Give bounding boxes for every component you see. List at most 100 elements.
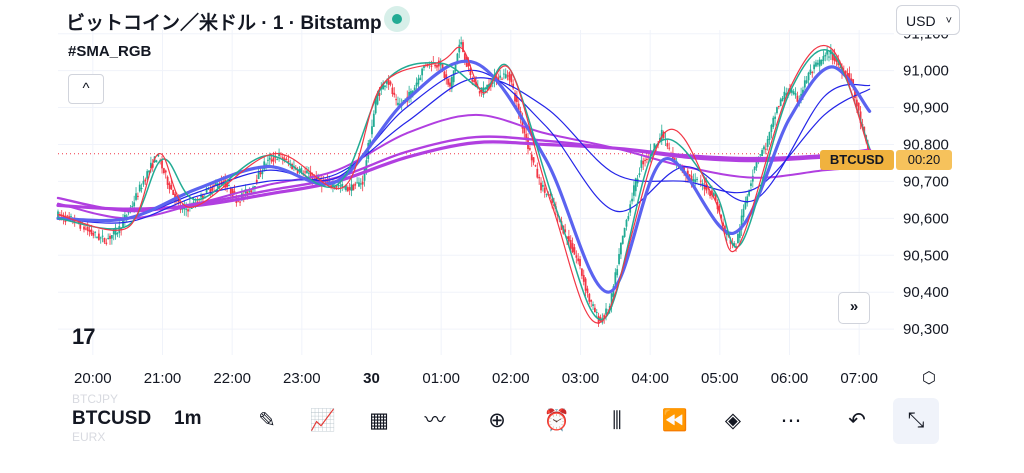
- candle-body: [729, 240, 732, 244]
- candle-body: [774, 116, 777, 119]
- candle-body: [261, 171, 264, 175]
- ma-line-sma-20: [56, 59, 872, 294]
- ma-line-sma-50: [57, 77, 871, 224]
- candle-body: [746, 196, 749, 204]
- candle-body: [192, 201, 195, 204]
- candle-body: [358, 182, 360, 187]
- candle-body: [131, 205, 134, 207]
- candle-body: [772, 117, 775, 128]
- candle-body: [138, 184, 141, 192]
- candle-body: [501, 78, 503, 80]
- candle-body: [523, 127, 526, 134]
- candle-body: [306, 170, 308, 174]
- collapse-indicators-button[interactable]: ^: [68, 74, 104, 104]
- candle-body: [304, 171, 306, 173]
- candle-body: [666, 143, 669, 147]
- candle-body: [826, 50, 829, 55]
- compare-icon[interactable]: 〰: [424, 409, 446, 432]
- candle-body: [421, 68, 424, 76]
- candle-body: [460, 42, 463, 45]
- bar-countdown: 00:20: [896, 150, 952, 170]
- candle-body: [777, 105, 780, 107]
- candle-body: [443, 71, 446, 78]
- candle-body: [521, 118, 524, 129]
- candle-body: [567, 236, 570, 242]
- candle-body: [738, 230, 741, 238]
- x-tick-label: 02:00: [492, 370, 530, 387]
- ma-line-sma-5: [57, 44, 871, 324]
- candle-body: [99, 237, 102, 239]
- x-tick-label: 30: [363, 370, 380, 387]
- candle-body: [213, 184, 215, 186]
- candle-body: [502, 73, 505, 75]
- candle-body: [109, 235, 111, 239]
- candle-body: [796, 95, 799, 102]
- candle-body: [391, 87, 394, 94]
- more-icon[interactable]: ⋯: [780, 409, 802, 432]
- bottom-toolbar: [0, 392, 1024, 473]
- candle-body: [582, 274, 585, 282]
- candle-body: [348, 187, 351, 191]
- candle-body: [110, 235, 113, 239]
- draw-icon[interactable]: ✎: [258, 409, 276, 432]
- candle-body: [97, 233, 100, 240]
- layers-icon[interactable]: ◈: [724, 409, 742, 432]
- add-icon[interactable]: ⊕: [488, 409, 506, 432]
- candle-body: [345, 184, 347, 191]
- candle-body: [255, 179, 258, 183]
- candle-body: [413, 87, 416, 91]
- alert-icon[interactable]: ⏰: [543, 409, 571, 432]
- candle-body: [378, 92, 381, 96]
- layouts-icon[interactable]: ▦: [369, 409, 389, 432]
- candle-body: [83, 226, 85, 230]
- candle-body: [77, 221, 80, 224]
- candle-body: [722, 222, 724, 226]
- undo-icon[interactable]: ↶: [848, 409, 866, 432]
- interval-selector[interactable]: 1m: [174, 408, 202, 429]
- indicator-label[interactable]: #SMA_RGB: [68, 43, 152, 60]
- scroll-to-latest-button[interactable]: »: [838, 292, 870, 324]
- candle-body: [296, 170, 299, 174]
- candle-body: [673, 158, 676, 160]
- candle-body: [807, 72, 810, 81]
- candle-body: [694, 179, 697, 183]
- candle-body: [462, 42, 464, 53]
- collapse-icon[interactable]: ⤡: [893, 398, 939, 444]
- currency-select[interactable]: USD ˅: [896, 5, 960, 35]
- symbol-selector[interactable]: BTCUSD: [72, 408, 152, 429]
- candle-body: [215, 183, 217, 186]
- candle-body: [68, 216, 71, 218]
- candle-body: [417, 78, 420, 85]
- candle-body: [553, 204, 555, 206]
- candle-body: [450, 77, 453, 89]
- y-tick-label: 90,500: [903, 247, 949, 264]
- candle-body: [361, 181, 364, 185]
- candle-body: [237, 200, 240, 202]
- candle-body: [541, 184, 544, 187]
- symbol-list-item[interactable]: EURX: [72, 430, 106, 444]
- candle-body: [703, 186, 706, 190]
- replay-icon[interactable]: ⏪: [661, 409, 689, 432]
- candle-body: [580, 268, 583, 276]
- candle-body: [125, 215, 128, 217]
- candle-body: [701, 183, 704, 185]
- indicators-icon[interactable]: 📈: [309, 409, 337, 432]
- candle-body: [618, 254, 620, 265]
- x-tick-label: 05:00: [701, 370, 739, 387]
- candle-body: [528, 148, 531, 150]
- tradingview-logo: 17: [72, 324, 96, 349]
- axis-settings-icon[interactable]: ⬡: [922, 370, 936, 387]
- candle-body: [144, 179, 147, 182]
- symbol-list-item[interactable]: BTCJPY: [72, 392, 119, 406]
- candle-body: [283, 158, 286, 162]
- candle-body: [372, 113, 375, 127]
- candle-body: [120, 228, 123, 230]
- chart-type-icon[interactable]: ⫼: [612, 409, 622, 432]
- candle-body: [205, 188, 208, 193]
- candle-body: [228, 185, 230, 187]
- candle-body: [711, 190, 713, 196]
- candle-body: [634, 178, 637, 192]
- y-tick-label: 90,400: [903, 284, 949, 301]
- candle-body: [185, 208, 188, 210]
